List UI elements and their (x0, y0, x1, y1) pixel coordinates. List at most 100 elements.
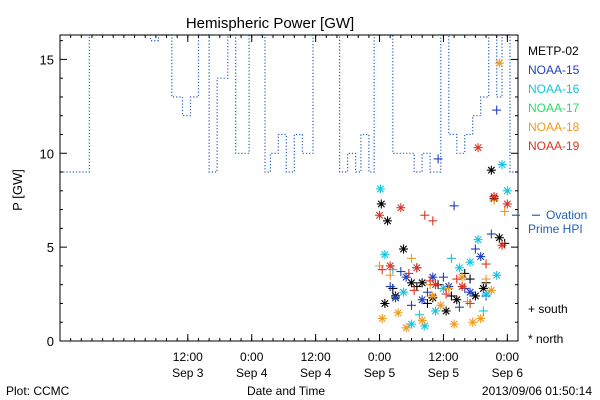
x-tick-label-date: Sep 6 (492, 366, 524, 380)
marker-noaa-16-north (465, 257, 475, 267)
marker-noaa-15-north (465, 287, 475, 297)
marker-noaa-19-north (473, 143, 483, 153)
marker-stroke (375, 211, 384, 219)
marker-metp-02-north (376, 199, 386, 209)
right-panel: METP-02 NOAA-15 NOAA-16 NOAA-17 NOAA-18 NOAA-… (512, 44, 587, 346)
marker-noaa-15-south (396, 267, 406, 277)
legend-item-noaa-19: NOAA-19 (528, 139, 580, 153)
marker-noaa-15-south (449, 201, 459, 211)
marker-metp-02-north (470, 291, 480, 301)
marker-noaa-19-north (412, 263, 422, 273)
marker-noaa-16-south (446, 253, 456, 263)
marker-stroke (407, 279, 416, 287)
marker-noaa-19-north (396, 203, 406, 213)
marker-stroke (378, 314, 386, 323)
marker-noaa-16-north (430, 306, 440, 316)
x-axis-label: Date and Time (247, 384, 325, 398)
marker-stroke (407, 320, 416, 328)
plot-credit: Plot: CCMC (6, 384, 70, 398)
marker-stroke (397, 204, 405, 212)
marker-stroke (498, 241, 506, 249)
symbol-key-north: * north (528, 332, 563, 346)
marker-noaa-16-north (481, 289, 491, 299)
marker-noaa-16-north (497, 160, 507, 170)
marker-stroke (471, 292, 480, 300)
x-tick-label-time: 0:00 (368, 350, 392, 364)
x-tick-label-time: 12:00 (428, 350, 458, 364)
marker-noaa-18-south (406, 253, 416, 263)
marker-stroke (469, 318, 477, 326)
marker-noaa-18-north (401, 323, 411, 333)
marker-stroke (418, 279, 426, 287)
marker-noaa-19-south (452, 274, 462, 284)
marker-noaa-15-south (406, 300, 416, 310)
marker-noaa-15-south (492, 105, 502, 115)
symbol-key-south: + south (528, 302, 568, 316)
marker-stroke (429, 292, 437, 300)
marker-noaa-16-north (399, 287, 408, 297)
marker-noaa-19-north (497, 240, 507, 250)
marker-metp-02-north (417, 278, 427, 288)
marker-noaa-18-north (428, 291, 438, 301)
marker-noaa-19-south (420, 210, 430, 220)
marker-noaa-19-north (489, 191, 499, 201)
marker-noaa-15-south (385, 282, 395, 292)
marker-noaa-19-north (457, 282, 467, 292)
marker-metp-02-north (441, 306, 451, 316)
marker-stroke (493, 271, 501, 279)
marker-noaa-19-north (375, 210, 385, 220)
marker-stroke (442, 307, 450, 315)
marker-noaa-15-south (422, 287, 432, 297)
marker-stroke (381, 251, 389, 259)
marker-metp-02-south (446, 291, 456, 301)
marker-stroke (474, 235, 482, 244)
marker-stroke (477, 252, 485, 261)
marker-noaa-15-north (401, 272, 411, 282)
marker-noaa-15-north (391, 293, 401, 303)
marker-noaa-16-north (406, 319, 416, 329)
marker-stroke (421, 322, 429, 330)
marker-metp-02-north (494, 233, 504, 243)
marker-noaa-18-south (444, 283, 454, 293)
marker-metp-02-north (406, 278, 416, 288)
marker-metp-02-north (486, 165, 496, 175)
x-tick-label-time: 12:00 (301, 350, 331, 364)
marker-metp-02-south (422, 298, 432, 308)
marker-noaa-18-north (476, 313, 486, 323)
marker-noaa-18-north (449, 319, 459, 329)
plot-timestamp: 2013/09/06 01:50:14 (482, 384, 592, 398)
marker-noaa-19-south (409, 285, 419, 295)
marker-stroke (399, 288, 408, 296)
marker-noaa-19-north (430, 280, 440, 290)
marker-stroke (391, 294, 400, 302)
marker-noaa-19-south (441, 289, 451, 299)
y-tick-label: 5 (47, 240, 54, 255)
x-tick-label-date: Sep 4 (300, 366, 332, 380)
legend-item-metp-02: METP-02 (528, 44, 579, 58)
marker-noaa-18-north (377, 313, 387, 323)
x-tick-label-date: Sep 5 (428, 366, 460, 380)
marker-noaa-19-south (465, 298, 475, 308)
marker-noaa-18-north (393, 308, 403, 318)
marker-stroke (503, 187, 511, 195)
y-tick-label: 10 (40, 146, 54, 161)
marker-noaa-15-south (438, 272, 448, 282)
marker-noaa-18-north (494, 58, 504, 68)
marker-metp-02-north (399, 244, 408, 254)
marker-noaa-16-north (473, 235, 483, 245)
marker-metp-02-north (452, 295, 462, 305)
marker-noaa-16-south (478, 306, 488, 316)
marker-noaa-19-north (385, 261, 395, 271)
marker-noaa-19-south (428, 216, 438, 226)
chart-title: Hemispheric Power [GW] (186, 15, 354, 32)
marker-noaa-19-south (377, 265, 387, 275)
marker-noaa-15-north (476, 252, 486, 262)
legend-item-noaa-16: NOAA-16 (528, 82, 580, 96)
marker-stroke (495, 59, 503, 67)
marker-noaa-15-south (470, 244, 480, 254)
marker-stroke (431, 281, 440, 289)
marker-noaa-18-north (468, 317, 478, 327)
marker-stroke (386, 262, 394, 270)
y-tick-label: 0 (47, 334, 54, 349)
marker-stroke (487, 166, 496, 174)
